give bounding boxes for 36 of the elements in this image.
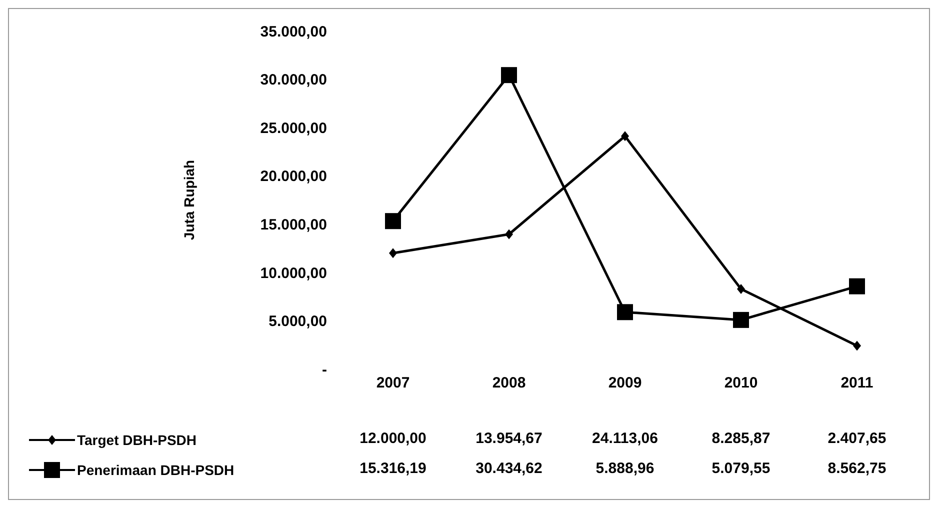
data-label: 30.434,62 (474, 460, 544, 477)
point (385, 213, 401, 230)
data-label: 2.407,65 (826, 430, 888, 447)
point (853, 340, 861, 351)
x-tick-label: 2009 (608, 374, 642, 392)
x-tick-label: 2008 (492, 374, 526, 392)
data-label: 8.562,75 (826, 460, 888, 477)
data-label: 5.079,55 (710, 460, 772, 477)
y-tick-label: 5.000,00 (268, 313, 327, 330)
y-tick-label: 10.000,00 (260, 264, 327, 282)
y-tick-label: 20.000,00 (260, 168, 327, 186)
x-tick-label: 2007 (376, 374, 410, 392)
point (505, 229, 513, 240)
data-label: 12.000,00 (358, 430, 428, 447)
y-tick-label: 25.000,00 (260, 120, 327, 137)
point (617, 304, 633, 320)
y-tick-label: 15.000,00 (260, 216, 327, 234)
data-label: 8.285,87 (710, 430, 772, 447)
legend-label: Target DBH-PSDH (77, 432, 197, 448)
x-tick-label: 2011 (840, 374, 874, 392)
data-label: 24.113,06 (591, 430, 659, 447)
y-tick-label: 35.000,00 (260, 23, 327, 40)
y-tick-label: 30.000,00 (260, 72, 327, 89)
legend-label: Penerimaan DBH-PSDH (77, 462, 234, 478)
data-label: 13.954,67 (474, 430, 544, 447)
data-label: 15.316,19 (358, 460, 428, 477)
data-label: 5.888,96 (594, 460, 656, 477)
point (389, 248, 397, 258)
point (621, 131, 629, 142)
point (501, 67, 517, 84)
y-axis-title: Juta Rupiah (180, 160, 197, 240)
point (849, 278, 865, 294)
point (737, 284, 745, 294)
x-tick-label: 2010 (724, 374, 758, 392)
y-tick-label: - (322, 361, 327, 378)
point (733, 312, 749, 328)
